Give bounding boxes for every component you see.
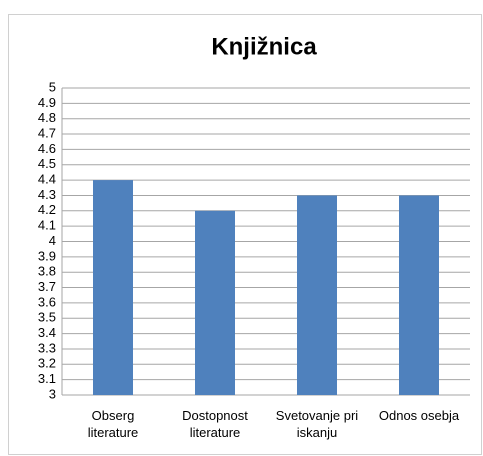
y-tick-label: 4.7 — [38, 125, 56, 140]
y-tick-label: 4.6 — [38, 141, 56, 156]
y-tick-label: 5 — [49, 79, 56, 94]
y-tick-label: 4.8 — [38, 110, 56, 125]
y-tick-label: 3 — [49, 386, 56, 401]
y-tick-label: 4.2 — [38, 202, 56, 217]
y-tick-label: 4.3 — [38, 187, 56, 202]
x-tick-label: Obserg literature — [87, 408, 139, 440]
y-tick-label: 3.2 — [38, 356, 56, 371]
x-tick-label: Dostopnost literature — [182, 408, 248, 440]
y-tick-label: 3.5 — [38, 310, 56, 325]
x-tick-label: Odnos osebja — [378, 408, 460, 423]
y-tick-label: 4.4 — [38, 172, 56, 187]
y-tick-label: 4.9 — [38, 95, 56, 110]
y-tick-label: 3.8 — [38, 264, 56, 279]
y-tick-label: 4.1 — [38, 218, 56, 233]
y-tick-label: 3.6 — [38, 294, 56, 309]
bar — [93, 180, 133, 395]
y-tick-label: 4.5 — [38, 156, 56, 171]
chart-title: Knjižnica — [211, 33, 317, 60]
y-tick-label: 3.7 — [38, 279, 56, 294]
y-tick-label: 3.9 — [38, 248, 56, 263]
y-tick-label: 3.3 — [38, 340, 56, 355]
bar — [195, 210, 235, 395]
x-tick-label: Svetovanje pri iskanju — [275, 408, 359, 440]
bar — [297, 195, 337, 395]
y-tick-label: 4 — [49, 233, 56, 248]
y-tick-label: 3.4 — [38, 325, 56, 340]
bar — [399, 195, 439, 395]
y-tick-label: 3.1 — [38, 371, 56, 386]
